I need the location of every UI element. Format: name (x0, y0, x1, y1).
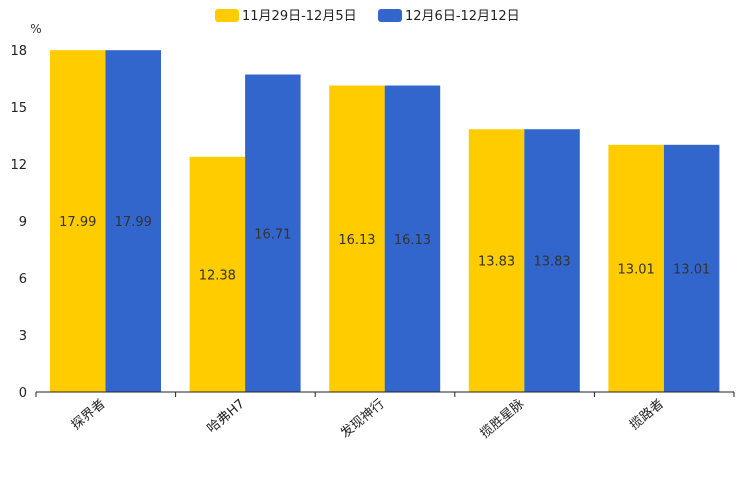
bar-2-1 (105, 50, 161, 392)
y-tick-label: 6 (19, 272, 27, 287)
y-tick-label: 3 (19, 329, 27, 344)
bar-value-label: 17.99 (115, 215, 152, 230)
x-tick-label: 哈弗H7 (205, 397, 248, 437)
x-tick-label: 探界者 (69, 397, 109, 434)
bar-value-label: 16.13 (338, 233, 375, 248)
bar-1-5 (608, 144, 664, 392)
y-tick-label: 0 (19, 386, 27, 401)
legend-label-2: 12月6日-12月12日 (405, 9, 520, 24)
legend-swatch-1 (215, 9, 239, 22)
bar-1-3 (329, 85, 385, 392)
bar-value-label: 13.01 (618, 262, 655, 277)
y-tick-label: 15 (10, 101, 27, 116)
bar-value-label: 12.38 (199, 268, 236, 283)
y-tick-label: 18 (10, 44, 27, 59)
bar-1-2 (189, 156, 246, 392)
y-axis: 0 3 6 9 12 15 18 (10, 44, 27, 401)
legend: 11月29日-12月5日 12月6日-12月12日 (215, 9, 520, 24)
bar-2-3 (384, 85, 441, 392)
x-axis: 探界者 哈弗H7 发现神行 揽胜星脉 揽路者 (35, 391, 735, 442)
x-tick-label: 发现神行 (337, 396, 387, 442)
bar-value-label: 16.71 (254, 227, 291, 242)
bar-1-1 (50, 50, 106, 392)
y-tick-label: 9 (19, 215, 27, 230)
bar-2-2 (245, 74, 301, 392)
bar-value-label: 13.83 (478, 255, 515, 270)
bars: 17.99 17.99 12.38 16.71 16.13 16.13 13.83 13.83… (50, 50, 720, 393)
bar-value-label: 17.99 (59, 215, 96, 230)
y-axis-unit-label: % (30, 22, 41, 36)
x-tick-label: 揽胜星脉 (477, 396, 527, 442)
legend-label-1: 11月29日-12月5日 (242, 9, 357, 24)
bar-2-4 (524, 129, 580, 393)
y-tick-label: 12 (10, 158, 27, 173)
legend-swatch-2 (378, 9, 402, 22)
bar-value-label: 13.83 (533, 255, 570, 270)
bar-2-5 (663, 144, 720, 392)
x-tick-label: 揽路者 (627, 396, 667, 433)
bar-1-4 (468, 129, 525, 393)
bar-value-label: 16.13 (394, 233, 431, 248)
bar-value-label: 13.01 (673, 262, 710, 277)
